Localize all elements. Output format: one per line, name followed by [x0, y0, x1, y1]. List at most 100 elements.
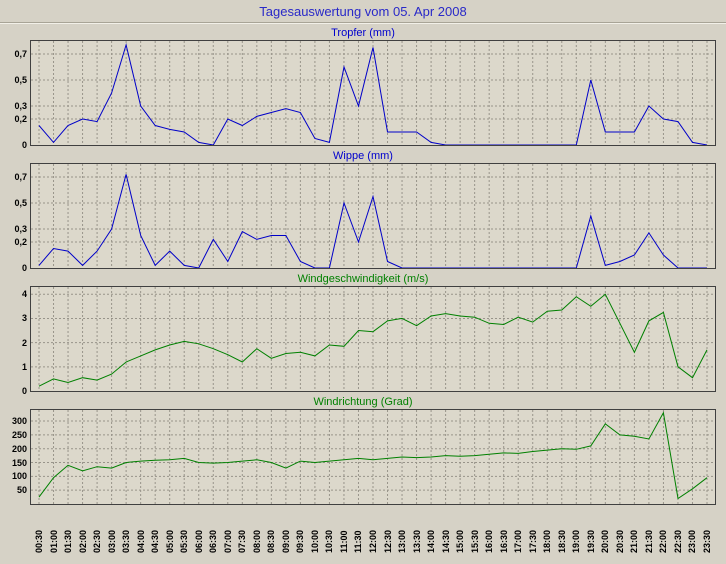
y-tick-label: 0,7 — [14, 49, 27, 59]
x-tick-label: 15:30 — [469, 529, 480, 553]
y-axis-labels-tropfer: 0 0,2 0,3 0,5 0,7 — [0, 40, 30, 150]
y-tick-label: 4 — [21, 289, 27, 300]
x-tick-label: 14:00 — [426, 529, 437, 553]
y-axis-labels-windrichtung: 50 100 150 200 250 300 — [0, 409, 30, 505]
windrichtung-line-chart — [31, 410, 715, 504]
y-tick-label: 0,5 — [14, 75, 27, 85]
y-axis-labels-wippe: 0 0,2 0,3 0,5 0,7 — [0, 163, 30, 273]
title-divider — [0, 22, 726, 24]
x-tick-label: 04:00 — [135, 529, 146, 553]
x-tick-label: 06:00 — [193, 529, 204, 553]
y-tick-label: 100 — [11, 471, 27, 482]
x-tick-label: 23:00 — [687, 529, 698, 553]
plot-area-tropfer — [30, 40, 716, 146]
x-tick-label: 06:30 — [208, 529, 219, 553]
x-tick-label: 05:00 — [164, 529, 175, 553]
x-tick-label: 11:30 — [353, 530, 364, 553]
y-tick-label: 150 — [11, 457, 27, 468]
y-tick-label: 250 — [11, 429, 27, 440]
x-tick-label: 17:00 — [513, 529, 524, 553]
x-tick-label: 11:00 — [338, 530, 349, 553]
chart-windrichtung: Windrichtung (Grad) 50 100 150 200 250 300 — [0, 395, 726, 505]
y-tick-label: 0,5 — [14, 198, 27, 208]
x-axis-labels: 00:30 01:00 01:30 02:00 02:30 03:00 03:30 04:00… — [31, 508, 721, 556]
chart-row: 0 0,2 0,3 0,5 0,7 — [0, 163, 726, 273]
y-tick-label: 0,3 — [14, 101, 27, 111]
chart-windgeschwindigkeit: Windgeschwindigkeit (m/s) 0 1 2 3 4 — [0, 272, 726, 396]
data-series-line — [38, 174, 707, 268]
chart-row: 0 0,2 0,3 0,5 0,7 — [0, 40, 726, 150]
x-tick-label: 03:30 — [121, 529, 132, 553]
x-tick-label: 04:30 — [150, 529, 161, 553]
y-tick-label: 200 — [11, 443, 27, 454]
x-tick-label: 08:00 — [251, 529, 262, 553]
x-tick-label: 16:00 — [484, 529, 495, 553]
tropfer-line-chart — [31, 41, 715, 145]
plot-area-windgeschwindigkeit — [30, 286, 716, 392]
windgeschwindigkeit-line-chart — [31, 287, 715, 391]
x-tick-label: 00:30 — [34, 529, 44, 553]
y-tick-label: 3 — [21, 313, 27, 324]
x-tick-label: 10:00 — [309, 529, 320, 553]
chart-title-wippe: Wippe (mm) — [333, 150, 393, 162]
x-tick-label: 07:00 — [222, 529, 233, 553]
x-tick-label: 07:30 — [237, 529, 248, 553]
chart-title-tropfer: Tropfer (mm) — [331, 27, 395, 39]
x-tick-label: 23:30 — [702, 529, 712, 553]
x-tick-label: 02:00 — [77, 529, 88, 553]
x-tick-label: 10:30 — [324, 529, 335, 553]
x-tick-label: 16:30 — [498, 529, 509, 553]
x-tick-label: 14:30 — [440, 529, 451, 553]
wippe-line-chart — [31, 164, 715, 268]
chart-tropfer: Tropfer (mm) 0 0,2 0,3 0,5 0,7 — [0, 26, 726, 150]
chart-title-windrichtung: Windrichtung (Grad) — [313, 396, 413, 408]
x-tick-label: 20:00 — [600, 529, 611, 553]
y-tick-label: 0,2 — [14, 114, 27, 124]
x-tick-label: 18:00 — [542, 529, 553, 553]
x-tick-label: 03:00 — [106, 529, 117, 553]
x-tick-label: 21:30 — [643, 529, 654, 553]
page-title: Tagesauswertung vom 05. Apr 2008 — [259, 4, 467, 19]
x-tick-label: 12:00 — [368, 529, 378, 553]
y-tick-label: 0,3 — [14, 224, 27, 234]
x-tick-label: 15:00 — [455, 529, 466, 553]
x-tick-label: 01:30 — [63, 529, 74, 553]
x-tick-label: 20:30 — [614, 529, 625, 553]
chart-wippe: Wippe (mm) 0 0,2 0,3 0,5 0,7 — [0, 149, 726, 273]
x-tick-label: 18:30 — [556, 529, 567, 553]
plot-area-windrichtung — [30, 409, 716, 505]
x-tick-label: 09:00 — [280, 529, 291, 553]
chart-row: 0 1 2 3 4 — [0, 286, 726, 396]
x-tick-label: 17:30 — [527, 529, 538, 553]
x-tick-label: 21:00 — [629, 529, 640, 553]
data-series-line — [38, 42, 708, 145]
y-tick-label: 0 — [21, 263, 27, 273]
x-tick-label: 08:30 — [266, 529, 277, 553]
y-tick-label: 300 — [11, 416, 27, 427]
chart-row: 50 100 150 200 250 300 — [0, 409, 726, 505]
y-tick-label: 1 — [21, 361, 27, 372]
x-tick-label: 13:00 — [397, 529, 408, 553]
x-tick-label: 22:30 — [672, 529, 683, 553]
y-tick-label: 50 — [16, 485, 27, 496]
x-tick-label: 09:30 — [295, 529, 306, 553]
data-series-line — [38, 293, 708, 387]
y-tick-label: 0 — [21, 140, 27, 150]
x-tick-label: 01:00 — [48, 529, 59, 553]
x-tick-label: 13:30 — [411, 529, 422, 553]
y-tick-label: 0,7 — [14, 172, 27, 182]
x-tick-label: 22:00 — [658, 529, 669, 553]
y-tick-label: 0 — [21, 386, 27, 396]
data-series-line — [38, 411, 708, 500]
plot-area-wippe — [30, 163, 716, 269]
y-axis-labels-windgeschwindigkeit: 0 1 2 3 4 — [0, 286, 30, 396]
y-tick-label: 0,2 — [14, 237, 27, 247]
x-tick-label: 05:30 — [179, 529, 190, 553]
x-tick-label: 12:30 — [382, 529, 393, 553]
x-tick-label: 19:30 — [585, 529, 596, 553]
x-tick-label: 02:30 — [92, 529, 103, 553]
y-tick-label: 2 — [21, 337, 27, 348]
x-tick-label: 19:00 — [571, 529, 582, 553]
chart-title-windgeschwindigkeit: Windgeschwindigkeit (m/s) — [297, 273, 429, 285]
